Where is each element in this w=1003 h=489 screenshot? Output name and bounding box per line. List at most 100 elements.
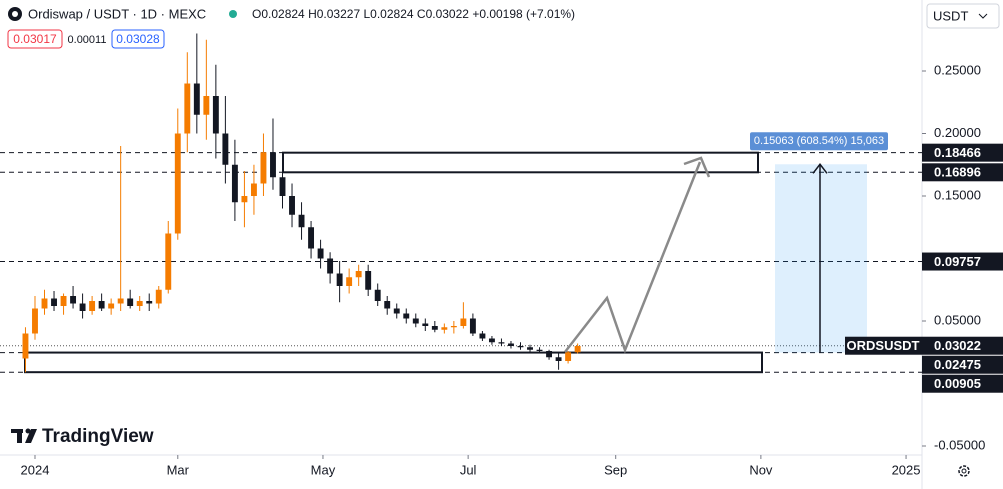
projection-arrow <box>564 161 702 354</box>
candle-body <box>346 277 353 286</box>
status-dot <box>229 10 237 18</box>
bid[interactable]: 0.03017 <box>13 32 57 46</box>
x-tick-label: Nov <box>749 462 773 477</box>
candle-body <box>412 318 419 324</box>
price-tag <box>922 336 1003 355</box>
y-tick-label: 0.25000 <box>934 62 981 77</box>
symbol-logo <box>12 11 18 17</box>
candle-body <box>108 303 115 309</box>
candle-body <box>555 357 562 361</box>
price-axis <box>922 0 1003 489</box>
candle-body <box>403 313 410 319</box>
candle-body <box>574 346 581 353</box>
candle-body <box>193 83 200 115</box>
symbol-tag <box>845 336 922 355</box>
candle-body <box>508 343 514 346</box>
plot <box>0 33 922 374</box>
price-tag <box>922 252 1003 271</box>
ohlc-value: 0.03022 <box>426 7 470 21</box>
candle-body <box>565 352 572 361</box>
bid-box[interactable] <box>7 29 63 49</box>
price-tag-label: 0.03022 <box>934 338 981 353</box>
symbol-tag-label: ORDSUSDT <box>847 338 920 353</box>
currency[interactable]: USDT <box>933 8 968 23</box>
ohlc-value: 0.02824 <box>370 7 414 21</box>
candle-body <box>117 298 124 304</box>
candle-body <box>222 133 229 165</box>
candle-body <box>384 301 391 309</box>
candle-body <box>469 318 476 334</box>
price-tag <box>922 163 1003 182</box>
zone <box>24 351 763 374</box>
ohlc-value: 0.02824 <box>261 7 305 21</box>
candle-body <box>174 133 181 234</box>
x-tick-label: Mar <box>167 462 190 477</box>
candle-body <box>279 177 286 196</box>
candle-body <box>260 152 267 184</box>
candle-body <box>127 298 134 306</box>
candle-body <box>70 296 77 304</box>
candle-body <box>479 333 486 339</box>
candle-body <box>184 83 191 134</box>
candle-body <box>89 301 96 311</box>
spread: 0.00011 <box>68 34 107 46</box>
price-tag-label: 0.18466 <box>934 145 981 160</box>
brand[interactable]: TradingView <box>42 426 154 447</box>
settings-icon <box>961 468 967 474</box>
candle-body <box>41 298 48 309</box>
zone <box>282 151 759 174</box>
candle-body <box>32 308 38 334</box>
candle-body <box>441 327 448 330</box>
brand-logo <box>25 428 31 434</box>
change: +0.00198 (+7.01%) <box>472 7 575 21</box>
candle-body <box>355 271 362 278</box>
candle-body <box>203 96 210 115</box>
measure-arrow-head <box>812 163 828 174</box>
candle-body <box>241 196 248 203</box>
price-tag-label: 0.02475 <box>934 357 981 372</box>
ohlc-label: O <box>252 7 261 21</box>
candle-body <box>527 347 533 350</box>
ask[interactable]: 0.03028 <box>116 32 160 46</box>
x-tick-label: Sep <box>604 462 627 477</box>
candle-body <box>298 214 305 228</box>
x-tick-label: May <box>311 462 336 477</box>
candle-body <box>431 326 438 330</box>
price-tag-label: 0.00905 <box>934 376 981 391</box>
x-tick-label: 2024 <box>21 462 50 477</box>
candle-body <box>270 152 276 178</box>
candle-body <box>79 303 86 311</box>
candle-body <box>51 298 57 306</box>
candle-body <box>374 289 381 301</box>
candle-body <box>336 273 343 286</box>
candle-body <box>98 301 105 309</box>
arrow-head <box>683 156 711 178</box>
brand-logo <box>25 429 37 443</box>
symbol-title[interactable]: Ordiswap / USDT · 1D · MEXC <box>28 6 206 21</box>
candle-body <box>460 318 467 326</box>
measure-label-box <box>750 132 888 151</box>
candle-body <box>536 349 543 351</box>
x-tick-label: 2025 <box>892 462 921 477</box>
candle-body <box>517 346 524 348</box>
candle-body <box>393 308 400 314</box>
ohlc-label: H <box>308 7 317 21</box>
y-tick-label: 0.05000 <box>934 312 981 327</box>
candle-body <box>450 326 457 328</box>
ohlc-label: L <box>363 7 370 21</box>
y-tick-label: 0.20000 <box>934 125 981 140</box>
candle-body <box>146 301 153 304</box>
ask-box[interactable] <box>111 29 165 49</box>
candle-body <box>250 183 257 196</box>
candle-body <box>308 227 315 249</box>
candle-body <box>22 333 29 359</box>
y-tick-label: -0.05000 <box>934 437 985 452</box>
candle-body <box>212 96 219 134</box>
candle-body <box>365 271 372 290</box>
price-tag-label: 0.16896 <box>934 165 981 180</box>
brand-logo <box>17 429 22 443</box>
candle-body <box>136 301 143 306</box>
currency-select[interactable] <box>926 3 1000 29</box>
candle-body <box>155 289 162 304</box>
settings-icon[interactable] <box>958 465 970 477</box>
